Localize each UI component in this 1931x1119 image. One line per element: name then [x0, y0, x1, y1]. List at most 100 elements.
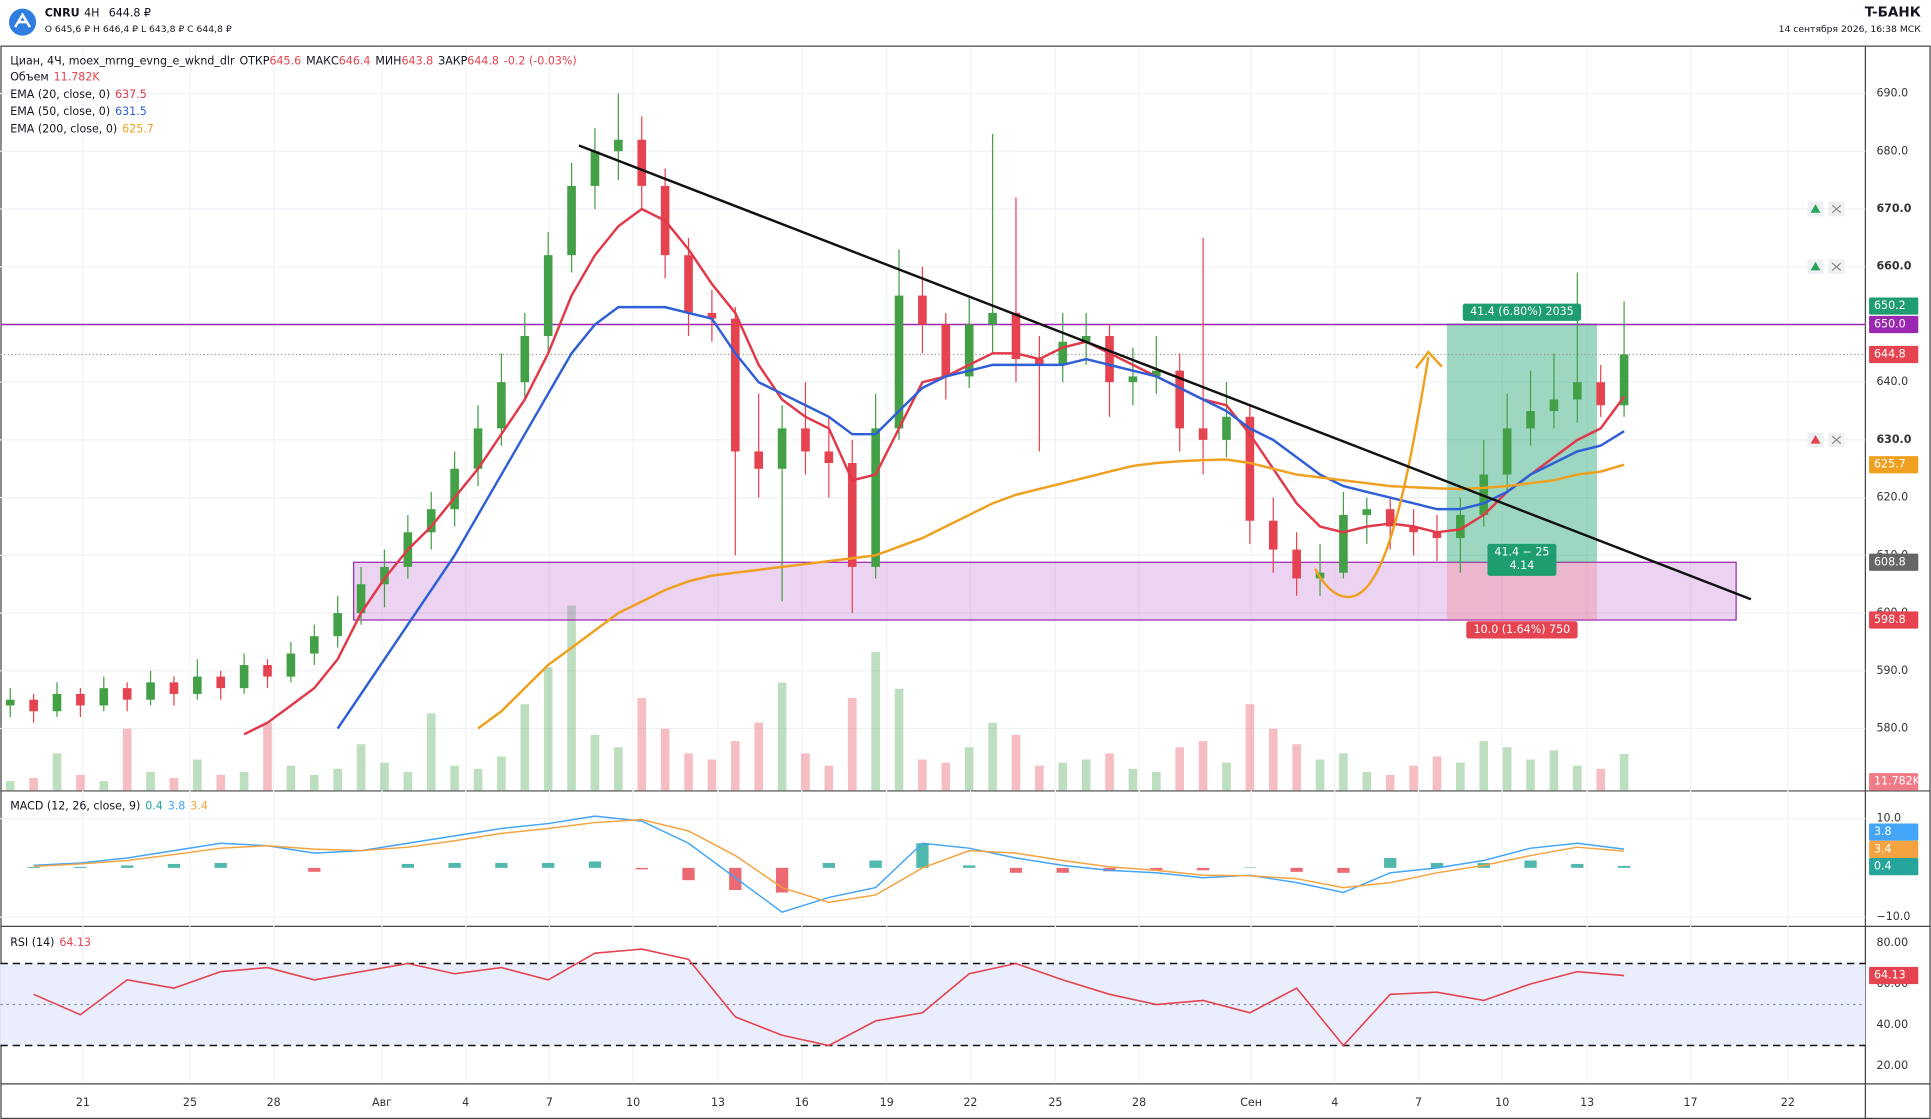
volume-bar — [754, 722, 763, 791]
x-tick-label: 13 — [1580, 1096, 1594, 1109]
x-tick-label: 4 — [1331, 1096, 1338, 1109]
legend-text: 3.4 — [190, 799, 208, 812]
legend-text: Объем — [10, 71, 49, 84]
volume-bar — [1526, 759, 1535, 791]
volume-bar — [426, 713, 436, 791]
volume-bar — [1315, 759, 1325, 791]
position-ratio-label: 41.4 − 25 — [1494, 545, 1549, 558]
ohlc: O 645,6 ₽ H 646,4 ₽ L 643,8 ₽ C 644,8 ₽ — [45, 24, 232, 35]
legend-text: MACD (12, 26, close, 9) — [10, 799, 140, 812]
x-tick-label: Сен — [1240, 1096, 1262, 1109]
arrow-head — [1415, 350, 1443, 369]
candle-body — [450, 468, 459, 510]
x-tick-label: 7 — [1415, 1096, 1422, 1109]
candle-body — [1596, 382, 1606, 406]
ticker: CNRU — [45, 7, 80, 20]
candle-body — [309, 636, 319, 654]
datetime: 14 сентября 2026, 16:38 МСК — [1779, 24, 1922, 35]
volume-bar — [1268, 728, 1278, 791]
alert-tick-label: 670.0 — [1876, 202, 1911, 215]
volume-bar — [1502, 747, 1512, 791]
candle-body — [871, 428, 880, 567]
volume-bar — [5, 781, 15, 791]
volume-bar — [1245, 704, 1255, 791]
candle-body — [1245, 416, 1255, 521]
macd-hist-bar — [542, 862, 555, 868]
macd-hist-bar — [308, 867, 321, 872]
legend-text: 646.4 — [339, 55, 371, 68]
macd-hist-bar — [1150, 867, 1163, 871]
candle-body — [918, 295, 927, 325]
candle-body — [894, 295, 904, 429]
alert-tick-label: 660.0 — [1876, 260, 1911, 273]
axis-badge — [1869, 345, 1919, 364]
candle-body — [1432, 532, 1442, 539]
candle-body — [567, 185, 576, 256]
macd-hist-bar — [27, 866, 40, 868]
candle-body — [1409, 526, 1418, 533]
candle-body — [52, 693, 62, 712]
macd-hist-bar — [729, 867, 742, 891]
macd-hist-bar — [1617, 865, 1631, 868]
candle-body — [1385, 509, 1395, 527]
alert-arrow — [1810, 261, 1821, 271]
axis-badge — [1869, 773, 1919, 791]
candle-body — [777, 428, 787, 469]
axis-badge-label: 625.7 — [1874, 458, 1906, 471]
axis-badge-label: 0.4 — [1874, 860, 1892, 873]
legend-text: -0.2 (-0.03%) — [504, 55, 577, 68]
legend-text: EMA (20, close, 0) — [10, 88, 110, 101]
macd-hist-bar — [916, 843, 929, 868]
volume-bar — [1479, 741, 1489, 791]
volume-bar — [1175, 747, 1185, 791]
frame — [0, 45, 1931, 1119]
legend-text: ОТКР — [239, 55, 269, 68]
axis-badge-label: 64.13 — [1874, 969, 1906, 982]
macd-hist-bar — [1571, 863, 1584, 868]
candle-body — [730, 318, 740, 452]
axis-badge — [1869, 315, 1919, 334]
y-tick-label: 690.0 — [1876, 87, 1908, 100]
legend-text: 11.782K — [54, 71, 101, 84]
y-tick-label: 580.0 — [1876, 722, 1908, 735]
volume-bar — [1105, 753, 1114, 791]
alert-tick-label: 630.0 — [1876, 433, 1911, 446]
legend-text: МАКС — [306, 55, 339, 68]
axis-badge-label: 608.8 — [1874, 555, 1906, 568]
macd-hist-bar — [635, 867, 648, 870]
macd-hist-bar — [1430, 862, 1444, 868]
candle-body — [1081, 335, 1091, 342]
candle-body — [333, 613, 342, 637]
position-ratio: 4.14 — [1510, 559, 1535, 572]
volume-bar — [1549, 750, 1559, 791]
candle-body — [543, 255, 553, 336]
x-tick-label: 22 — [1781, 1096, 1795, 1109]
alert-tick-bg — [1867, 431, 1918, 449]
legend-text: Циан, 4Ч, moex_mrng_evng_e_wknd_dlr — [10, 55, 235, 68]
candle-body — [1175, 370, 1185, 429]
legend-text: EMA (50, close, 0) — [10, 105, 110, 118]
candle-body — [239, 665, 249, 689]
candle-body — [707, 312, 717, 319]
macd-hist-bar — [74, 866, 87, 868]
volume-bar — [356, 744, 366, 791]
candle-body — [824, 451, 834, 463]
candle-body — [356, 584, 366, 614]
candle-body — [426, 509, 436, 533]
candle-body — [1526, 411, 1535, 429]
volume-bar — [567, 605, 576, 791]
volume-bar — [988, 722, 997, 791]
macd-hist-bar — [448, 862, 461, 868]
signal-line — [33, 818, 1625, 904]
candle-body — [1105, 335, 1114, 383]
macd-hist-bar — [588, 861, 602, 868]
candle-body — [1619, 354, 1629, 406]
legend-text: 643.8 — [402, 55, 434, 68]
legend-text: 3.8 — [168, 799, 186, 812]
candle-body — [590, 151, 600, 186]
macd-hist-bar — [495, 862, 508, 868]
volume-bar — [122, 728, 132, 791]
alert-arrow — [1810, 204, 1821, 213]
volume-bar — [169, 778, 179, 791]
